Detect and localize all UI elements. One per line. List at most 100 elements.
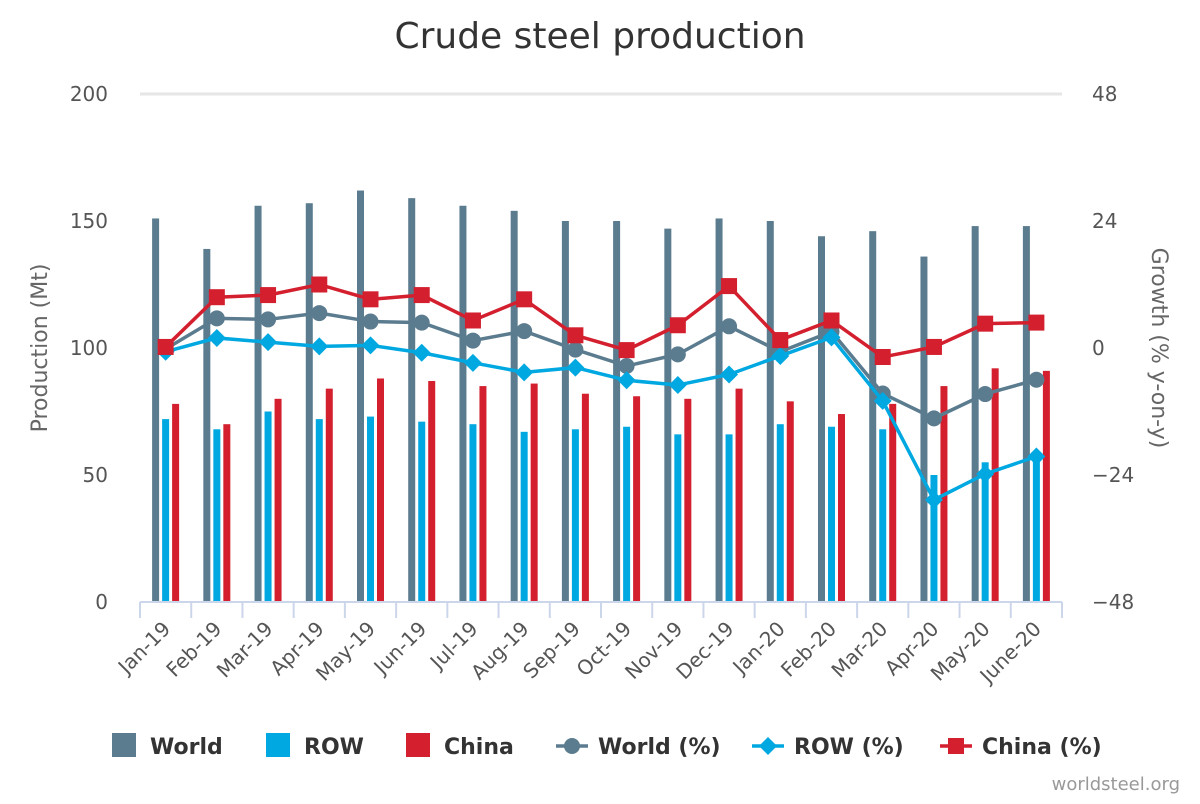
point-row (310, 337, 329, 356)
bar-row (469, 424, 477, 602)
legend-label: ROW (%) (794, 735, 904, 760)
bar-china (735, 388, 743, 602)
y-tick-label: 150 (70, 209, 108, 233)
bar-world (459, 205, 467, 602)
point-world (567, 341, 584, 358)
point-row (361, 336, 380, 355)
x-tick-label: Feb-20 (776, 617, 841, 682)
bar-world (305, 203, 313, 602)
bar-world (869, 231, 877, 602)
point-world (618, 357, 635, 374)
point-china (977, 315, 994, 332)
legend-swatch (406, 733, 430, 757)
x-tick-label: Feb-19 (161, 617, 226, 682)
point-world (721, 318, 738, 335)
y2-tick-label: 48 (1092, 82, 1117, 106)
point-row (207, 328, 226, 347)
point-china (157, 338, 174, 355)
credit-text[interactable]: worldsteel.org (1052, 774, 1180, 795)
y2-tick-label: 0 (1092, 336, 1105, 360)
point-world (977, 386, 994, 403)
bar-row (981, 462, 989, 602)
bar-row (776, 424, 784, 602)
bar-row (520, 431, 528, 602)
y2-tick-label: −48 (1092, 590, 1134, 614)
bar-row (623, 426, 631, 602)
point-row (771, 346, 790, 365)
legend-label: ROW (304, 735, 364, 760)
x-tick-label: Dec-19 (671, 617, 738, 684)
bar-china (479, 386, 487, 602)
y2-tick-label: −24 (1092, 463, 1134, 487)
point-china (260, 287, 277, 304)
bar-china (991, 368, 999, 602)
legend-item[interactable]: ROW (%) (752, 735, 904, 760)
bar-world (408, 198, 416, 602)
point-row (1027, 447, 1046, 466)
bar-row (725, 434, 733, 602)
x-tick-label: Mar-20 (826, 617, 892, 683)
legend-marker (564, 738, 580, 754)
point-china (516, 291, 533, 308)
point-china (874, 348, 891, 365)
bar-world (1022, 226, 1030, 602)
line-china (164, 282, 1037, 359)
bar-row (879, 429, 887, 602)
point-row (412, 343, 431, 362)
line-row (165, 335, 1037, 503)
bar-row (367, 416, 374, 602)
bar-row (264, 411, 272, 602)
bar-row (828, 426, 835, 602)
bar-world (664, 228, 672, 602)
chart-title: Crude steel production (394, 16, 805, 57)
bar-row (213, 429, 221, 602)
legend-item[interactable]: World (%) (556, 735, 721, 760)
y2-tick-label: 24 (1092, 209, 1117, 233)
point-world (464, 332, 481, 349)
bar-row (162, 419, 170, 602)
bar-world (766, 221, 774, 602)
point-china (823, 312, 840, 329)
bar-china (889, 403, 897, 602)
bar-world (510, 210, 518, 602)
point-china (669, 317, 686, 334)
point-world (669, 346, 686, 363)
bar-china (684, 398, 692, 602)
bar-row (315, 419, 323, 602)
bar-row (1032, 457, 1040, 602)
bar-china (838, 414, 845, 602)
bar-world (715, 218, 723, 602)
bar-row (930, 475, 938, 602)
bar-china (377, 378, 384, 602)
point-row (617, 371, 636, 390)
bar-world (613, 221, 621, 602)
y-tick-label: 200 (70, 82, 108, 106)
bar-world (818, 236, 825, 603)
point-world (311, 305, 328, 322)
point-world (260, 311, 277, 328)
legend-marker (948, 738, 964, 754)
point-world (362, 313, 379, 330)
bar-row (674, 434, 682, 602)
bar-world (152, 218, 160, 602)
legend-label: China (444, 735, 514, 760)
point-row (566, 358, 585, 377)
bar-china (530, 383, 538, 602)
bar-china (786, 401, 794, 602)
point-china (362, 291, 379, 308)
point-china (772, 332, 789, 349)
legend-item[interactable]: World (112, 733, 223, 760)
point-row (976, 464, 995, 483)
legend-item[interactable]: China (%) (940, 735, 1102, 760)
bar-china (581, 393, 589, 602)
bar-china (325, 388, 333, 602)
bar-world (203, 248, 211, 602)
bar-china (428, 381, 436, 602)
y-tick-label: 0 (95, 590, 108, 614)
bar-world (920, 256, 928, 602)
legend-item[interactable]: China (406, 733, 514, 760)
point-world (925, 410, 942, 427)
legend-item[interactable]: ROW (266, 733, 364, 760)
point-china (464, 312, 481, 329)
